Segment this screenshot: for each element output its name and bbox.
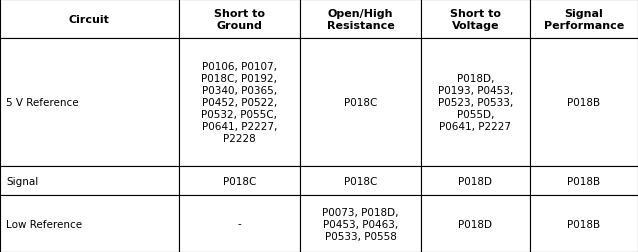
Bar <box>300 166 421 195</box>
Bar <box>179 0 300 39</box>
Text: P018B: P018B <box>567 219 600 229</box>
Text: P018C: P018C <box>223 176 256 186</box>
Text: Low Reference: Low Reference <box>6 219 82 229</box>
Bar <box>179 195 300 252</box>
Text: Short to
Voltage: Short to Voltage <box>450 9 501 30</box>
Bar <box>421 166 530 195</box>
Text: P018C: P018C <box>344 176 377 186</box>
Bar <box>300 39 421 166</box>
Text: P018B: P018B <box>567 98 600 108</box>
Text: P0073, P018D,
P0453, P0463,
P0533, P0558: P0073, P018D, P0453, P0463, P0533, P0558 <box>322 207 399 241</box>
Text: P018D,
P0193, P0453,
P0523, P0533,
P055D,
P0641, P2227: P018D, P0193, P0453, P0523, P0533, P055D… <box>438 74 513 132</box>
Text: Signal
Performance: Signal Performance <box>544 9 624 30</box>
Bar <box>0 39 179 166</box>
Text: -: - <box>237 219 241 229</box>
Bar <box>530 195 638 252</box>
Text: Signal: Signal <box>6 176 39 186</box>
Text: Short to
Ground: Short to Ground <box>214 9 265 30</box>
Text: Circuit: Circuit <box>69 15 110 24</box>
Bar <box>0 195 179 252</box>
Bar <box>530 0 638 39</box>
Text: P018D: P018D <box>458 219 493 229</box>
Bar <box>421 0 530 39</box>
Bar <box>0 166 179 195</box>
Text: P018B: P018B <box>567 176 600 186</box>
Bar <box>530 39 638 166</box>
Bar <box>530 166 638 195</box>
Text: 5 V Reference: 5 V Reference <box>6 98 79 108</box>
Text: P018C: P018C <box>344 98 377 108</box>
Bar <box>300 195 421 252</box>
Text: Open/High
Resistance: Open/High Resistance <box>327 9 394 30</box>
Text: P018D: P018D <box>458 176 493 186</box>
Bar <box>179 39 300 166</box>
Bar <box>300 0 421 39</box>
Bar <box>421 39 530 166</box>
Bar <box>179 166 300 195</box>
Text: P0106, P0107,
P018C, P0192,
P0340, P0365,
P0452, P0522,
P0532, P055C,
P0641, P22: P0106, P0107, P018C, P0192, P0340, P0365… <box>201 62 278 144</box>
Bar <box>421 195 530 252</box>
Bar <box>0 0 179 39</box>
